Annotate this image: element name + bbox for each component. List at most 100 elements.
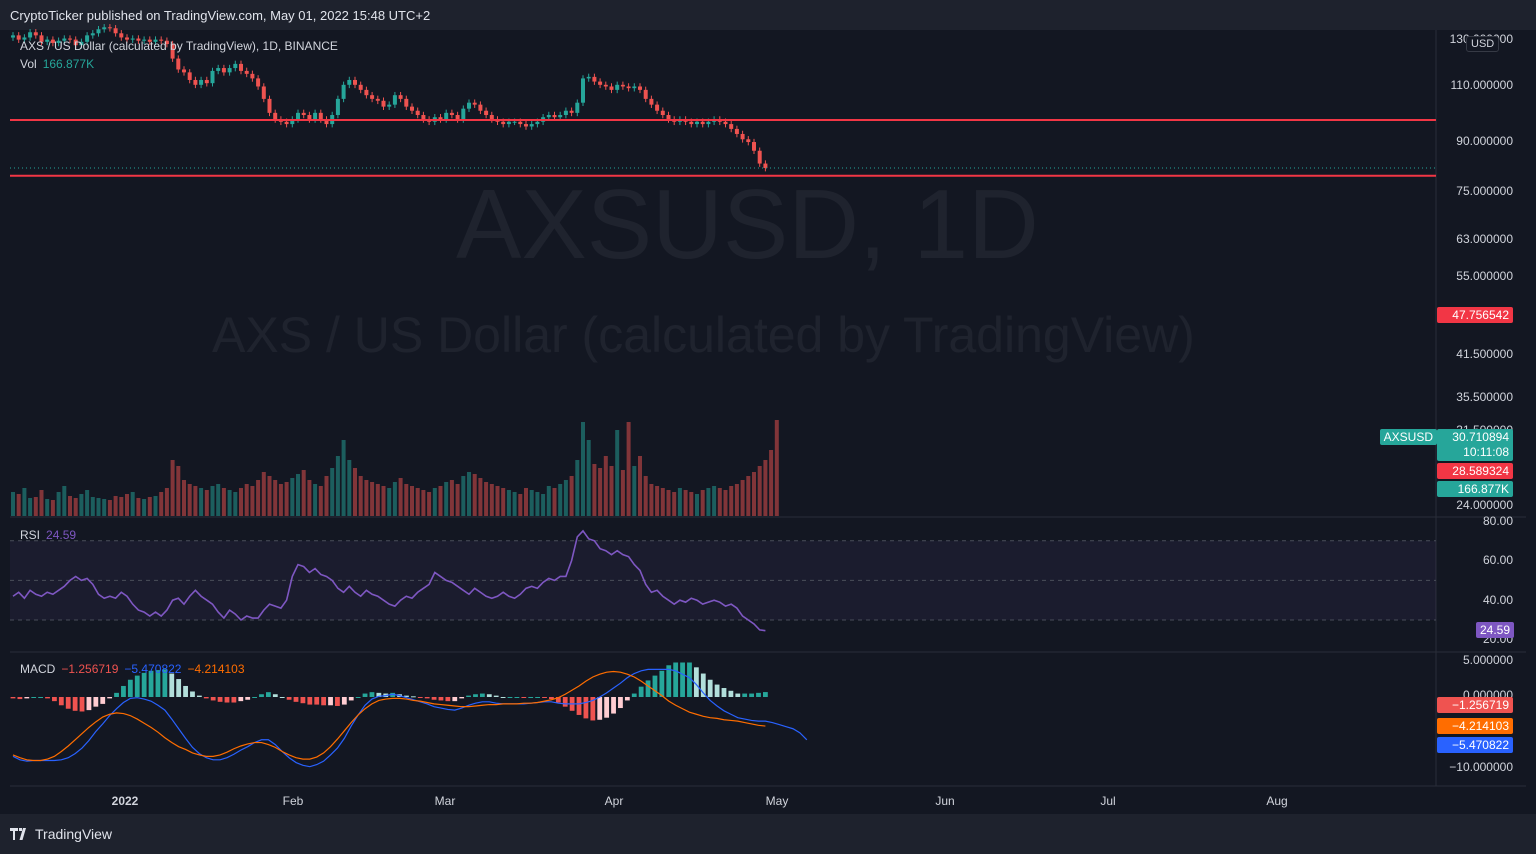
candle-body <box>370 95 375 99</box>
volume-bar <box>603 456 608 516</box>
volume-bar <box>455 484 460 516</box>
rsi-tick-60: 60.00 <box>1482 553 1513 567</box>
candle-body <box>324 119 329 125</box>
macd-histogram-bar <box>86 697 92 711</box>
candle-body <box>261 86 266 99</box>
candle-body <box>655 104 660 111</box>
volume-bar <box>307 480 312 516</box>
candle-body <box>358 84 363 90</box>
tradingview-logo-icon <box>10 828 30 840</box>
volume-bar <box>632 466 637 516</box>
chart-area[interactable] <box>10 30 1526 814</box>
macd-histogram-bar <box>231 697 237 703</box>
candle-body <box>501 121 506 125</box>
volume-bar <box>398 478 403 516</box>
candle-body <box>250 73 255 79</box>
volume-bar <box>330 468 335 516</box>
macd-histogram-bar <box>652 675 658 697</box>
macd-histogram-bar <box>673 662 679 697</box>
volume-bar <box>489 484 494 516</box>
volume-legend: Vol 166.877K <box>20 57 94 71</box>
macd-histogram-bar <box>417 697 423 698</box>
volume-bar <box>586 440 591 516</box>
macd-histogram-bar <box>638 686 644 697</box>
volume-bar <box>250 486 255 516</box>
volume-bar <box>28 498 33 516</box>
volume-bar <box>370 482 375 516</box>
candle-body <box>689 121 694 125</box>
macd-histogram-bar <box>58 697 64 706</box>
macd-histogram-bar <box>597 697 603 720</box>
volume-bar <box>660 488 665 516</box>
candle-body <box>50 39 55 43</box>
tradingview-logo[interactable]: TradingView <box>10 826 112 842</box>
macd-histogram-bar <box>362 693 368 697</box>
time-label-2022: 2022 <box>111 794 139 808</box>
candle-body <box>96 29 101 34</box>
macd-histogram-bar <box>107 697 113 699</box>
candle-body <box>569 110 574 113</box>
macd-line <box>12 668 808 768</box>
volume-bar <box>529 490 534 516</box>
candle-body <box>740 133 745 140</box>
volume-bar <box>22 488 27 516</box>
volume-bar <box>729 486 734 516</box>
candle-body <box>256 78 261 87</box>
volume-bar <box>438 486 443 516</box>
candle-body <box>444 112 449 120</box>
macd-histogram-bar <box>369 692 375 697</box>
volume-bar <box>347 460 352 516</box>
candle-body <box>56 40 61 43</box>
candle-body <box>239 63 243 71</box>
currency-button[interactable]: USD <box>1466 36 1500 52</box>
candle-body <box>506 121 511 125</box>
macd-histogram-bar <box>735 693 741 697</box>
macd-histogram-bar <box>293 697 299 702</box>
volume-bar <box>655 486 660 516</box>
macd-histogram-bar <box>618 697 623 709</box>
macd-histogram-bar <box>645 680 651 697</box>
volume-bar <box>598 468 603 516</box>
volume-bar <box>501 488 506 516</box>
volume-bar <box>677 488 682 516</box>
candle-body <box>404 98 409 107</box>
support-price-tag: 28.589324 <box>1437 463 1513 479</box>
price-tick-24: 24.000000 <box>1456 498 1513 512</box>
volume-bar <box>774 420 779 516</box>
volume-bar <box>164 488 169 516</box>
candle-body <box>649 98 654 105</box>
candle-body <box>586 76 591 79</box>
volume-bar <box>79 494 84 516</box>
volume-bar <box>136 498 141 516</box>
candle-body <box>28 32 33 38</box>
macd-histogram-bar <box>10 697 16 699</box>
candle-body <box>73 39 78 46</box>
candle-body <box>307 115 312 120</box>
candle-body <box>193 79 198 85</box>
volume-bar <box>113 496 118 516</box>
candle-body <box>375 98 380 101</box>
last-price-tag: 30.710894 10:11:08 <box>1437 429 1513 461</box>
macd-histogram-bar <box>535 697 541 698</box>
volume-bar <box>56 492 61 516</box>
macd-histogram-bar <box>521 697 527 698</box>
macd-histogram-bar <box>749 693 754 697</box>
time-label-jul: Jul <box>1100 794 1116 808</box>
macd-histogram-bar <box>528 697 534 698</box>
volume-bar <box>73 498 78 516</box>
volume-bar <box>575 460 580 516</box>
candle-body <box>535 121 540 125</box>
candle-body <box>335 98 340 116</box>
macd-histogram-bar <box>17 697 23 700</box>
volume-bar <box>717 488 722 516</box>
price-tick-110: 110.000000 <box>1450 78 1513 92</box>
candle-body <box>581 78 585 103</box>
volume-bar <box>666 490 671 516</box>
candle-body <box>592 76 597 82</box>
macd-histogram-bar <box>286 697 292 700</box>
main-legend-title: AXS / US Dollar (calculated by TradingVi… <box>20 39 338 53</box>
candle-body <box>11 35 15 38</box>
candle-body <box>318 112 323 120</box>
candle-body <box>273 112 278 120</box>
candle-body <box>113 28 118 34</box>
